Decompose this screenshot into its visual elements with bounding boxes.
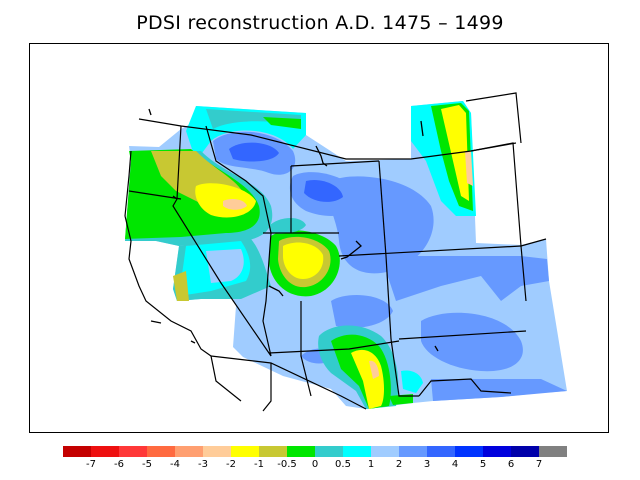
legend-label: 2: [395, 459, 403, 470]
legend-label: -1: [254, 459, 264, 470]
legend-swatch: [203, 446, 231, 457]
pdsi-map: [124, 92, 567, 412]
legend-swatch: [511, 446, 539, 457]
legend-label: 7: [535, 459, 543, 470]
legend-label: -4: [170, 459, 180, 470]
legend-label: 3: [423, 459, 431, 470]
legend-labels: -7 -6 -5 -4 -3 -2 -1 -0.5 0 0.5 1 2 3 4 5 6 7: [0, 459, 640, 473]
legend-label: 0: [311, 459, 319, 470]
legend-label: -0.5: [277, 459, 297, 470]
legend-swatch: [119, 446, 147, 457]
legend-swatch: [539, 446, 567, 457]
legend-swatch: [63, 446, 91, 457]
legend-swatch: [287, 446, 315, 457]
legend-swatch: [175, 446, 203, 457]
legend-label: -3: [198, 459, 208, 470]
legend-swatch: [399, 446, 427, 457]
legend-swatch: [371, 446, 399, 457]
legend-label: -5: [142, 459, 152, 470]
legend-swatch: [259, 446, 287, 457]
legend-label: -6: [114, 459, 124, 470]
legend-swatch: [483, 446, 511, 457]
legend-label: 5: [479, 459, 487, 470]
legend-label: 1: [367, 459, 375, 470]
legend-swatch: [147, 446, 175, 457]
legend-swatch: [231, 446, 259, 457]
legend-label: 4: [451, 459, 459, 470]
boundary-lines: [124, 92, 547, 412]
legend-swatch: [91, 446, 119, 457]
legend-label: 0.5: [335, 459, 351, 470]
map-frame: [29, 43, 609, 433]
legend-label: -7: [86, 459, 96, 470]
legend-swatch: [427, 446, 455, 457]
color-legend: [63, 446, 567, 457]
legend-swatch: [315, 446, 343, 457]
water-bodies: [148, 108, 439, 352]
legend-label: 6: [507, 459, 515, 470]
legend-swatch: [455, 446, 483, 457]
legend-label: -2: [226, 459, 236, 470]
map-title: PDSI reconstruction A.D. 1475 – 1499: [136, 12, 504, 34]
legend-swatch: [343, 446, 371, 457]
pdsi-field: [125, 101, 567, 409]
